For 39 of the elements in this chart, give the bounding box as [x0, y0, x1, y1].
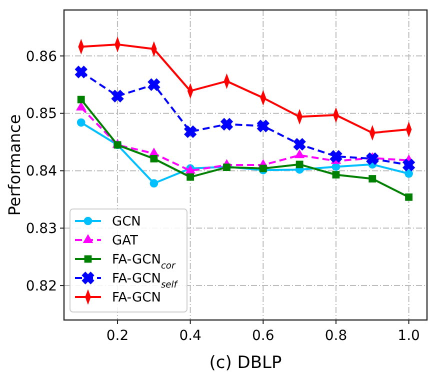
legend-label: GCN — [112, 214, 141, 230]
point — [184, 126, 196, 138]
point — [76, 118, 86, 127]
point — [257, 120, 270, 132]
point — [296, 160, 304, 168]
point — [150, 179, 158, 188]
legend-label: GAT — [112, 234, 138, 249]
point — [330, 150, 342, 162]
point — [220, 118, 233, 130]
x-tick-label: 0.6 — [252, 328, 274, 344]
point — [76, 102, 86, 111]
x-tick-label: 0.2 — [106, 328, 129, 344]
legend-label: FA-GCN$_{cor}$ — [112, 252, 176, 272]
x-axis-title: (c) DBLP — [209, 353, 282, 373]
point — [75, 66, 88, 78]
point — [332, 171, 340, 178]
x-tick-label: 1.0 — [398, 328, 420, 344]
point — [77, 96, 85, 104]
y-tick-label: 0.86 — [26, 48, 58, 65]
point — [294, 138, 306, 150]
point — [294, 149, 305, 158]
point — [148, 78, 160, 91]
y-tick-label: 0.85 — [26, 106, 57, 122]
point — [111, 90, 124, 102]
x-tick-label: 0.8 — [324, 328, 348, 344]
y-axis-title: Performance — [5, 114, 24, 216]
point — [405, 193, 413, 201]
x-tick-label: 0.4 — [179, 328, 202, 344]
y-tick-label: 0.82 — [26, 278, 57, 294]
y-tick-label: 0.84 — [26, 164, 58, 180]
point — [366, 152, 378, 165]
y-tick-label: 0.83 — [26, 221, 57, 238]
legend-label: FA-GCN — [112, 290, 161, 306]
point — [186, 173, 194, 181]
point — [368, 175, 376, 182]
point — [402, 158, 415, 172]
legend-label: FA-GCN$_{self}$ — [112, 272, 179, 291]
point — [404, 169, 413, 178]
point — [150, 154, 158, 162]
